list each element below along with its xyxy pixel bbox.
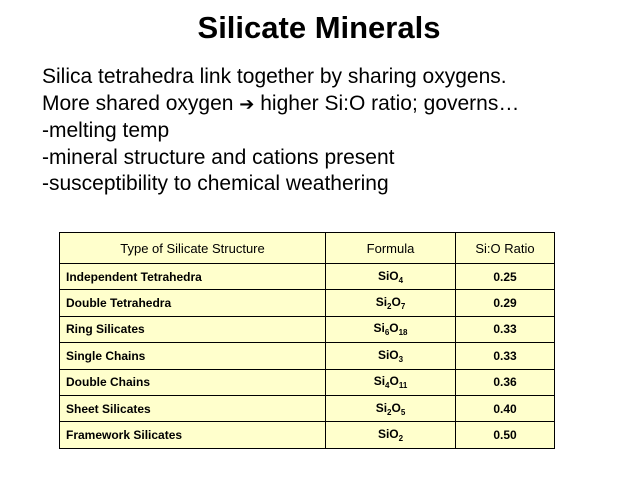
formula-element: SiO (377, 347, 399, 362)
structure-name-cell: Framework Silicates (59, 421, 326, 449)
formula-subscript: 2 (398, 434, 404, 444)
formula-subscript: 11 (398, 381, 408, 391)
bullet-line: -mineral structure and cations present (42, 145, 395, 169)
bullet-line: Silica tetrahedra link together by shari… (42, 65, 507, 88)
formula-cell: SiO4 (325, 262, 456, 291)
formula-subscript: 18 (398, 328, 408, 338)
formula-cell: Si6O18 (325, 315, 456, 344)
column-header-structure: Type of Silicate Structure (59, 232, 326, 264)
structure-name-cell: Double Tetrahedra (59, 289, 326, 317)
formula-subscript: 4 (385, 381, 390, 391)
formula-subscript: 7 (400, 302, 406, 312)
formula-element: Si (373, 374, 386, 389)
bullet-line: -melting temp (42, 119, 170, 142)
formula-subscript: 2 (387, 407, 392, 417)
structure-name-cell: Sheet Silicates (59, 394, 326, 423)
ratio-cell: 0.33 (455, 315, 555, 344)
bullet-list: Silica tetrahedra link together by shari… (42, 64, 632, 198)
table-row: Single Chains SiO3 0.33 (59, 342, 555, 370)
ratio-cell: 0.40 (455, 394, 555, 423)
silicate-table: Type of Silicate Structure Formula Si:O … (59, 232, 555, 449)
table-row: Ring Silicates Si6O18 0.33 (59, 315, 555, 344)
table-row: Independent Tetrahedra SiO4 0.25 (59, 262, 555, 291)
table-row: Double Tetrahedra Si2O7 0.29 (59, 289, 555, 317)
structure-name-cell: Double Chains (59, 368, 326, 396)
formula-cell: Si2O7 (325, 289, 456, 317)
bullet-line: -susceptibility to chemical weathering (42, 172, 389, 195)
ratio-cell: 0.36 (455, 368, 555, 396)
table-row: Sheet Silicates Si2O5 0.40 (59, 394, 555, 423)
bullet-text: higher Si:O ratio; governs… (260, 91, 520, 115)
formula-element: SiO (377, 427, 399, 442)
ratio-cell: 0.25 (455, 262, 555, 291)
structure-name-cell: Ring Silicates (59, 315, 326, 344)
formula-element: O (391, 295, 401, 310)
ratio-cell: 0.33 (455, 342, 555, 370)
formula-subscript: 2 (387, 302, 392, 312)
column-header-formula: Formula (325, 232, 456, 264)
column-header-ratio: Si:O Ratio (455, 232, 555, 264)
formula-cell: SiO3 (325, 342, 456, 370)
structure-name-cell: Single Chains (59, 342, 326, 370)
formula-element: O (389, 374, 399, 389)
formula-element: SiO (377, 268, 399, 283)
formula-element: Si (375, 295, 388, 310)
formula-subscript: 6 (384, 328, 390, 338)
formula-subscript: 5 (400, 407, 406, 417)
formula-element: Si (375, 400, 388, 415)
table-row: Framework Silicates SiO2 0.50 (59, 421, 555, 449)
formula-element: O (389, 321, 399, 336)
formula-cell: SiO2 (325, 421, 456, 449)
table-row: Double Chains Si4O11 0.36 (59, 368, 555, 396)
slide-title: Silicate Minerals (197, 10, 441, 45)
structure-name-cell: Independent Tetrahedra (59, 262, 326, 291)
formula-cell: Si4O11 (325, 368, 456, 396)
formula-element: Si (373, 321, 385, 336)
formula-subscript: 4 (398, 275, 404, 285)
ratio-cell: 0.50 (455, 421, 555, 449)
right-arrow-icon: ➔ (239, 93, 255, 115)
formula-cell: Si2O5 (325, 394, 456, 423)
bullet-line: More shared oxygen ➔ higher Si:O ratio; … (42, 91, 632, 119)
formula-subscript: 3 (398, 354, 404, 364)
formula-element: O (391, 400, 401, 415)
ratio-cell: 0.29 (455, 289, 555, 317)
bullet-text: More shared oxygen (42, 91, 234, 115)
table-header-row: Type of Silicate Structure Formula Si:O … (59, 232, 555, 264)
